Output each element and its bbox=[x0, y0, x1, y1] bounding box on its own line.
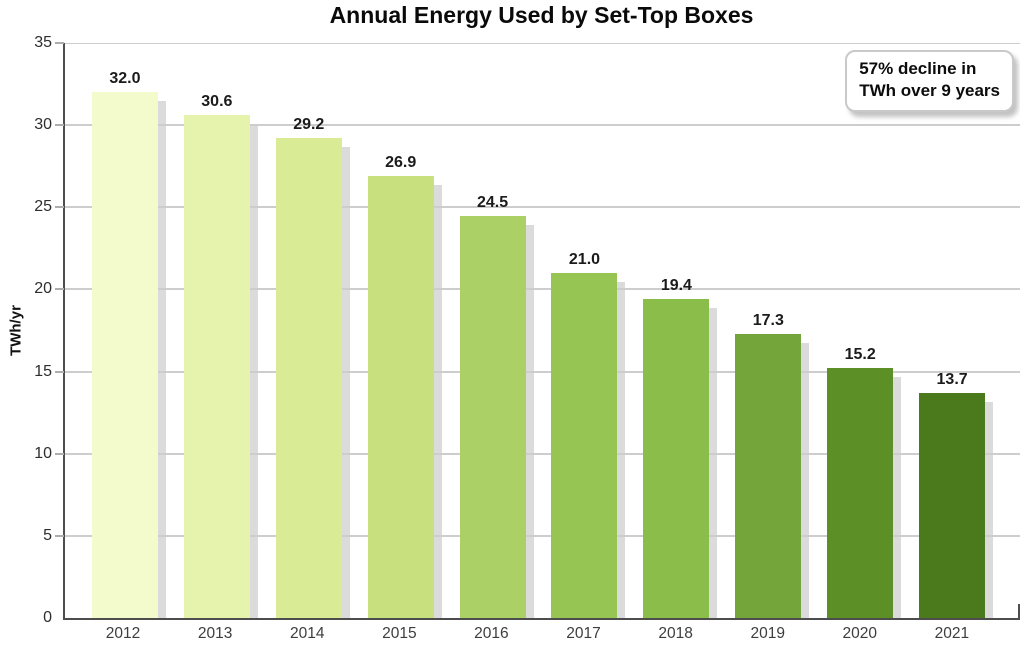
y-tick-label-35: 35 bbox=[34, 34, 52, 51]
bar-group-2016: 24.5 bbox=[447, 43, 539, 618]
gridline-25 bbox=[65, 206, 1020, 209]
bar-2019 bbox=[735, 333, 810, 618]
chart-title: Annual Energy Used by Set-Top Boxes bbox=[329, 2, 754, 28]
x-tick-label-2019: 2019 bbox=[750, 625, 785, 642]
bar-fill-2019 bbox=[735, 333, 802, 618]
y-tick-mark-5 bbox=[55, 534, 64, 537]
bar-2017 bbox=[551, 273, 626, 618]
bar-group-2013: 30.6 bbox=[171, 43, 263, 618]
y-tick-label-5: 5 bbox=[43, 526, 52, 544]
y-tick-mark-20 bbox=[55, 288, 64, 291]
y-tick-label-0: 0 bbox=[43, 609, 52, 626]
bar-2018 bbox=[643, 299, 718, 618]
bar-group-2019: 17.3 bbox=[722, 43, 814, 618]
bar-fill-2013 bbox=[183, 115, 250, 618]
annotation-line-2: TWh over 9 years bbox=[859, 81, 1000, 101]
gridline-35 bbox=[65, 43, 1020, 44]
bar-2020 bbox=[827, 368, 902, 618]
gridline-15 bbox=[65, 370, 1020, 373]
x-tick-label-2017: 2017 bbox=[566, 625, 601, 642]
bar-value-label-2013: 30.6 bbox=[201, 93, 233, 111]
bar-group-2017: 21.0 bbox=[539, 43, 631, 618]
bar-value-label-2015: 26.9 bbox=[385, 154, 417, 172]
bar-fill-2020 bbox=[827, 368, 894, 618]
bar-value-label-2014: 29.2 bbox=[293, 116, 325, 134]
gridline-20 bbox=[65, 288, 1020, 291]
x-axis-labels: 2012 2013 2014 2015 2016 2017 2018 2019 2020 2021 bbox=[63, 626, 1020, 642]
y-tick-mark-25 bbox=[55, 206, 64, 209]
bar-fill-2016 bbox=[459, 215, 526, 618]
y-tick-label-20: 20 bbox=[34, 280, 52, 298]
y-tick-mark-35 bbox=[55, 42, 64, 44]
bar-2015 bbox=[367, 176, 442, 618]
bars-row: 32.0 30.6 29.2 26.9 24.5 21.0 19.4 17.3 15.2 13.7 bbox=[65, 43, 1020, 618]
y-tick-label-15: 15 bbox=[34, 362, 52, 380]
bar-value-label-2020: 15.2 bbox=[844, 346, 876, 364]
bar-2012 bbox=[91, 92, 166, 618]
y-tick-label-10: 10 bbox=[34, 444, 52, 462]
bar-fill-2014 bbox=[275, 138, 342, 618]
x-tick-label-2014: 2014 bbox=[289, 625, 325, 642]
bar-2021 bbox=[919, 392, 994, 618]
bar-value-label-2012: 32.0 bbox=[109, 70, 141, 88]
y-tick-label-25: 25 bbox=[34, 198, 52, 216]
plot-area: 32.0 30.6 29.2 26.9 24.5 21.0 19.4 17.3 15.2 13.7… bbox=[55, 42, 1020, 620]
bar-fill-2021 bbox=[919, 392, 986, 618]
bar-fill-2012 bbox=[91, 92, 158, 618]
y-tick-mark-30 bbox=[55, 124, 64, 127]
bar-fill-2018 bbox=[643, 299, 710, 618]
gridline-5 bbox=[65, 534, 1020, 537]
bar-2013 bbox=[183, 115, 258, 618]
bar-fill-2015 bbox=[367, 176, 434, 618]
gridline-10 bbox=[65, 452, 1020, 455]
bar-group-2020: 15.2 bbox=[814, 43, 906, 618]
bar-group-2015: 26.9 bbox=[355, 43, 447, 618]
bar-group-2014: 29.2 bbox=[263, 43, 355, 618]
x-tick-label-2020: 2020 bbox=[842, 625, 878, 642]
gridline-30 bbox=[65, 124, 1020, 127]
bar-value-label-2016: 24.5 bbox=[477, 193, 509, 211]
x-tick-label-2018: 2018 bbox=[658, 625, 693, 642]
bar-value-label-2021: 13.7 bbox=[936, 370, 968, 388]
x-tick-label-2012: 2012 bbox=[105, 625, 141, 642]
bar-value-label-2019: 17.3 bbox=[752, 311, 784, 329]
plot-clip: 32.0 30.6 29.2 26.9 24.5 21.0 19.4 17.3 15.2 13.7… bbox=[65, 43, 1020, 618]
bar-group-2012: 32.0 bbox=[79, 43, 171, 618]
bar-2016 bbox=[459, 215, 534, 618]
y-axis-ticks: 0 5 10 15 20 25 30 35 bbox=[0, 35, 52, 626]
bar-value-label-2018: 19.4 bbox=[660, 277, 692, 295]
x-tick-label-2021: 2021 bbox=[934, 625, 970, 642]
y-tick-mark-15 bbox=[55, 370, 64, 373]
x-axis-endcap bbox=[1018, 604, 1020, 618]
bar-value-label-2017: 21.0 bbox=[568, 251, 601, 268]
bar-group-2018: 19.4 bbox=[630, 43, 722, 618]
annotation-box: 57% decline in TWh over 9 years bbox=[845, 50, 1014, 112]
x-tick-label-2015: 2015 bbox=[382, 625, 417, 642]
annotation-line-1: 57% decline in bbox=[859, 59, 977, 78]
y-tick-mark-10 bbox=[55, 452, 64, 455]
bar-2014 bbox=[275, 138, 350, 618]
x-tick-label-2016: 2016 bbox=[474, 625, 509, 642]
y-tick-label-30: 30 bbox=[34, 116, 52, 134]
bar-group-2021: 13.7 bbox=[906, 43, 998, 618]
x-tick-label-2013: 2013 bbox=[197, 625, 233, 642]
bar-fill-2017 bbox=[551, 273, 618, 618]
